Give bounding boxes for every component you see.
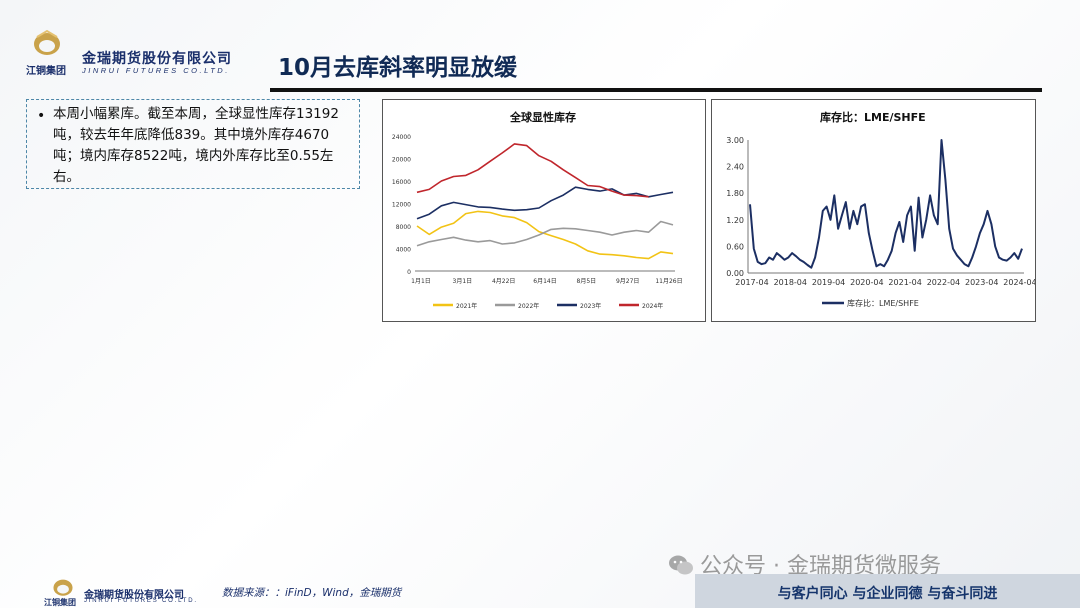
y-tick-label: 0.60	[726, 242, 744, 251]
header-divider	[270, 88, 1042, 92]
slogan-text: 与客户同心 与企业同德 与奋斗同进	[777, 586, 998, 602]
summary-note: • 本周小幅累库。截至本周，全球显性库存13192吨，较去年年底降低839。其中…	[26, 99, 360, 189]
footer-group-name: 江铜集团	[44, 597, 76, 607]
chart-title: 全球显性库存	[509, 110, 576, 124]
x-tick-label: 3月1日	[453, 278, 473, 285]
legend-label: 2024年	[642, 302, 663, 310]
group-name: 江铜集团	[26, 66, 66, 77]
series-line-2021年	[416, 210, 674, 260]
x-tick-label: 2024-04	[1003, 278, 1035, 287]
global-inventory-chart: 全球显性库存 0 4000 8000 12000 16000 20000 24000 1月1日 3…	[382, 99, 706, 322]
wechat-icon	[669, 555, 693, 575]
legend-label: 2022年	[518, 302, 539, 310]
series-line-2024年	[416, 143, 649, 198]
x-tick-label: 2017-04	[735, 278, 768, 287]
y-tick-label: 3.00	[726, 136, 744, 145]
footer-company-name-en: JINRUI FUTURES CO.LTD.	[84, 598, 198, 604]
x-tick-label: 4月22日	[492, 278, 515, 285]
x-tick-label: 1月1日	[411, 278, 431, 285]
company-name-cn: 金瑞期货股份有限公司	[82, 51, 232, 67]
x-tick-label: 8月5日	[577, 278, 597, 285]
legend-label: 库存比：LME/SHFE	[847, 298, 919, 308]
y-tick-label: 16000	[392, 179, 411, 186]
global-inventory-chart-svg: 全球显性库存 0 4000 8000 12000 16000 20000 24000 1月1日 3…	[392, 110, 683, 310]
x-tick-label: 2019-04	[812, 278, 845, 287]
x-tick-label: 2018-04	[774, 278, 807, 287]
series-line-2023年	[416, 186, 674, 220]
x-tick-label: 11月26日	[655, 278, 682, 285]
inventory-ratio-chart-svg: 库存比：LME/SHFE 0.00 0.60 1.20 1.80 2.40 3.00 2017…	[726, 110, 1035, 308]
footer-logo: 江铜集团 金瑞期货股份有限公司 JINRUI FUTURES CO.LTD.	[44, 574, 234, 607]
series-line-2022年	[416, 220, 674, 247]
jinrui-logo-icon	[34, 29, 60, 55]
bullet-icon: •	[37, 108, 46, 124]
y-tick-label: 24000	[392, 134, 411, 141]
footer-company-name-cn: 金瑞期货股份有限公司	[84, 590, 184, 601]
x-tick-label: 2022-04	[927, 278, 960, 287]
y-tick-label: 20000	[392, 157, 411, 164]
company-logo: 江铜集团 金瑞期货股份有限公司 JINRUI FUTURES CO.LTD.	[26, 26, 262, 82]
summary-text: 本周小幅累库。截至本周，全球显性库存13192吨，较去年年底降低839。其中境外…	[53, 106, 339, 185]
inventory-ratio-chart: 库存比：LME/SHFE 0.00 0.60 1.20 1.80 2.40 3.00 2017…	[711, 99, 1036, 322]
legend-label: 2023年	[580, 302, 601, 310]
x-tick-label: 2021-04	[888, 278, 921, 287]
chart-title: 库存比：LME/SHFE	[820, 110, 926, 124]
y-tick-label: 2.40	[726, 163, 744, 172]
legend-label: 2021年	[456, 302, 477, 310]
x-tick-label: 9月27日	[616, 278, 639, 285]
data-source: 数据来源：：iFinD，Wind，金瑞期货	[222, 587, 402, 599]
y-tick-label: 0	[407, 269, 411, 276]
page-title: 10月去库斜率明显放缓	[278, 55, 518, 81]
y-tick-label: 0.00	[726, 269, 744, 278]
y-tick-label: 1.20	[726, 216, 744, 225]
y-tick-label: 1.80	[726, 189, 744, 198]
series-line-库存比：LME/SHFE	[749, 139, 1023, 269]
y-tick-label: 8000	[396, 224, 411, 231]
slogan-bar: 与客户同心 与企业同德 与奋斗同进	[695, 574, 1080, 608]
y-tick-label: 4000	[396, 247, 411, 254]
y-tick-label: 12000	[392, 202, 411, 209]
x-tick-label: 2023-04	[965, 278, 998, 287]
company-name-en: JINRUI FUTURES CO.LTD.	[82, 66, 230, 75]
x-tick-label: 6月14日	[533, 278, 556, 285]
x-tick-label: 2020-04	[850, 278, 883, 287]
jinrui-logo-icon	[53, 579, 73, 596]
